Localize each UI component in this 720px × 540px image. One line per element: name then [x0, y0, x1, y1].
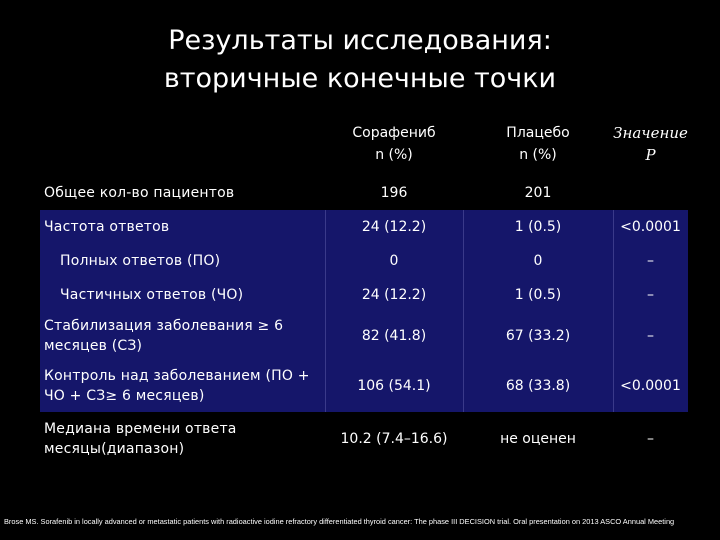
column-divider — [325, 210, 326, 412]
table-row: Контроль над заболеванием (ПО + ЧО + СЗ≥… — [40, 360, 688, 412]
cell-p-value: <0.0001 — [620, 219, 681, 235]
cell-placebo: 0 — [533, 253, 543, 269]
column-divider — [463, 210, 464, 412]
table-row: Частичных ответов (ЧО) 24 (12.2) 1 (0.5)… — [40, 278, 688, 312]
cell-sorafenib: 24 (12.2) — [361, 287, 427, 303]
cell-p-value — [613, 176, 688, 210]
row-label: Контроль над заболеванием (ПО + ЧО + СЗ≥… — [44, 368, 310, 404]
cell-p-value: <0.0001 — [620, 378, 681, 394]
table-row: Частота ответов 24 (12.2) 1 (0.5) <0.000… — [40, 210, 688, 244]
slide-title: Результаты исследования: вторичные конеч… — [0, 22, 720, 98]
row-label: Полных ответов (ПО) — [60, 253, 221, 269]
row-label: Медиана времени ответа месяцы(диапазон) — [44, 421, 237, 457]
row-label: Стабилизация заболевания ≥ 6 месяцев (СЗ… — [44, 318, 284, 354]
table-row: Полных ответов (ПО) 0 0 – — [40, 244, 688, 278]
cell-sorafenib: 0 — [389, 253, 399, 269]
cell-placebo: не оценен — [500, 431, 576, 447]
cell-placebo: 67 (33.2) — [505, 328, 571, 344]
row-label: Общее кол-во пациентов — [44, 185, 235, 201]
row-label: Частота ответов — [44, 219, 170, 235]
cell-placebo: 1 (0.5) — [514, 219, 562, 235]
cell-sorafenib: 106 (54.1) — [357, 378, 431, 394]
table-row: Общее кол-во пациентов 196 201 — [40, 176, 688, 210]
header-sorafenib-unit: n (%) — [375, 147, 413, 163]
column-divider — [613, 210, 614, 412]
cell-placebo: 1 (0.5) — [514, 287, 562, 303]
cell-sorafenib: 10.2 (7.4–16.6) — [340, 431, 448, 447]
header-p-value: Значение P — [613, 122, 688, 182]
title-line-2: вторичные конечные точки — [163, 63, 557, 94]
footnote-citation: Brose MS. Sorafenib in locally advanced … — [4, 517, 675, 526]
cell-sorafenib: 82 (41.8) — [361, 328, 427, 344]
cell-p-value: – — [647, 253, 654, 269]
cell-sorafenib: 196 — [380, 185, 408, 201]
title-line-1: Результаты исследования: — [168, 25, 552, 56]
header-sorafenib: Сорафениб n (%) — [325, 122, 463, 182]
header-p-value-name: Значение — [613, 124, 688, 142]
cell-placebo: 68 (33.8) — [505, 378, 571, 394]
header-sorafenib-name: Сорафениб — [352, 125, 436, 141]
header-p-value-symbol: P — [645, 146, 656, 164]
header-placebo-unit: n (%) — [519, 147, 557, 163]
header-placebo: Плацебо n (%) — [463, 122, 613, 182]
header-placebo-name: Плацебо — [506, 125, 570, 141]
cell-p-value: – — [647, 431, 654, 447]
row-label: Частичных ответов (ЧО) — [60, 287, 244, 303]
table-row: Стабилизация заболевания ≥ 6 месяцев (СЗ… — [40, 312, 688, 360]
cell-p-value: – — [647, 328, 654, 344]
cell-placebo: 201 — [524, 185, 552, 201]
cell-sorafenib: 24 (12.2) — [361, 219, 427, 235]
table-row: Медиана времени ответа месяцы(диапазон) … — [40, 412, 688, 466]
cell-p-value: – — [647, 287, 654, 303]
